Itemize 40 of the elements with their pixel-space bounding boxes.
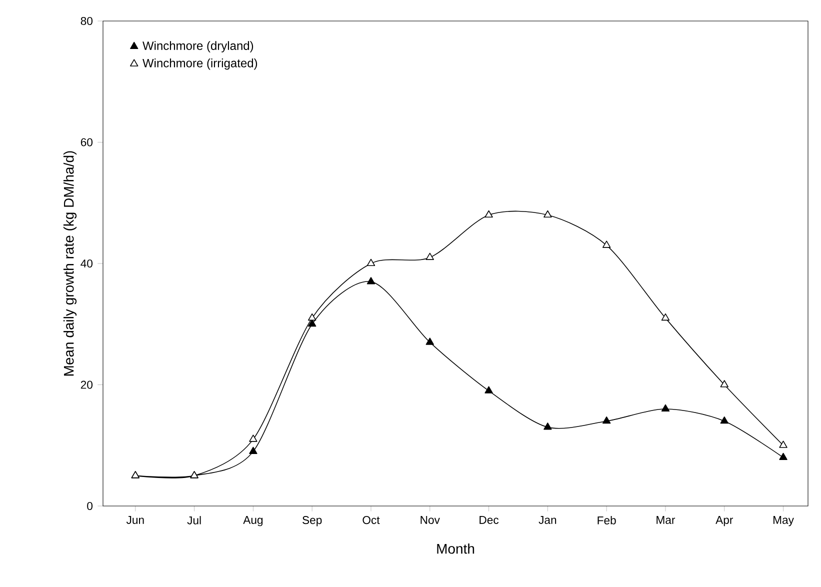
y-tick-label: 40 bbox=[80, 260, 93, 268]
point bbox=[661, 404, 670, 412]
y-tick-label: 80 bbox=[80, 17, 93, 26]
point bbox=[366, 258, 376, 266]
x-tick-label: Jan bbox=[538, 516, 556, 524]
x-tick-label: Dec bbox=[480, 516, 499, 524]
y-axis-title: Mean daily growth rate (kg DM/ha/d) bbox=[63, 151, 77, 376]
point bbox=[249, 446, 258, 454]
x-tick-label: May bbox=[773, 516, 794, 526]
x-tick-label: Sep bbox=[302, 516, 322, 526]
x-tick-label: Aug bbox=[243, 516, 263, 526]
y-tick-label: 60 bbox=[80, 138, 93, 146]
y-tick-label: 20 bbox=[80, 380, 93, 389]
point bbox=[602, 240, 611, 248]
x-tick-label: Jun bbox=[126, 516, 144, 524]
point bbox=[779, 452, 788, 460]
point bbox=[249, 434, 258, 442]
x-tick-label: Apr bbox=[716, 516, 733, 526]
point bbox=[544, 210, 552, 218]
legend-label: Winchmore (dryland) bbox=[142, 41, 254, 52]
point bbox=[779, 440, 788, 448]
point bbox=[602, 416, 611, 424]
point bbox=[544, 422, 552, 430]
x-tick-label: Nov bbox=[420, 516, 440, 524]
legend-label: Winchmore (irrigated) bbox=[142, 58, 258, 70]
point bbox=[308, 313, 316, 321]
point bbox=[426, 338, 434, 345]
point bbox=[484, 386, 493, 394]
x-axis-title: Month bbox=[437, 543, 474, 554]
y-tick-label: 0 bbox=[87, 502, 93, 510]
point bbox=[366, 277, 376, 284]
point bbox=[661, 313, 670, 321]
x-tick-label: Jul bbox=[187, 516, 201, 524]
point bbox=[484, 210, 493, 218]
point bbox=[720, 380, 728, 388]
x-tick-label: Mar bbox=[656, 516, 676, 524]
point bbox=[426, 252, 434, 260]
point bbox=[720, 416, 728, 424]
x-tick-label: Feb bbox=[598, 516, 616, 524]
x-tick-label: Oct bbox=[362, 516, 380, 524]
